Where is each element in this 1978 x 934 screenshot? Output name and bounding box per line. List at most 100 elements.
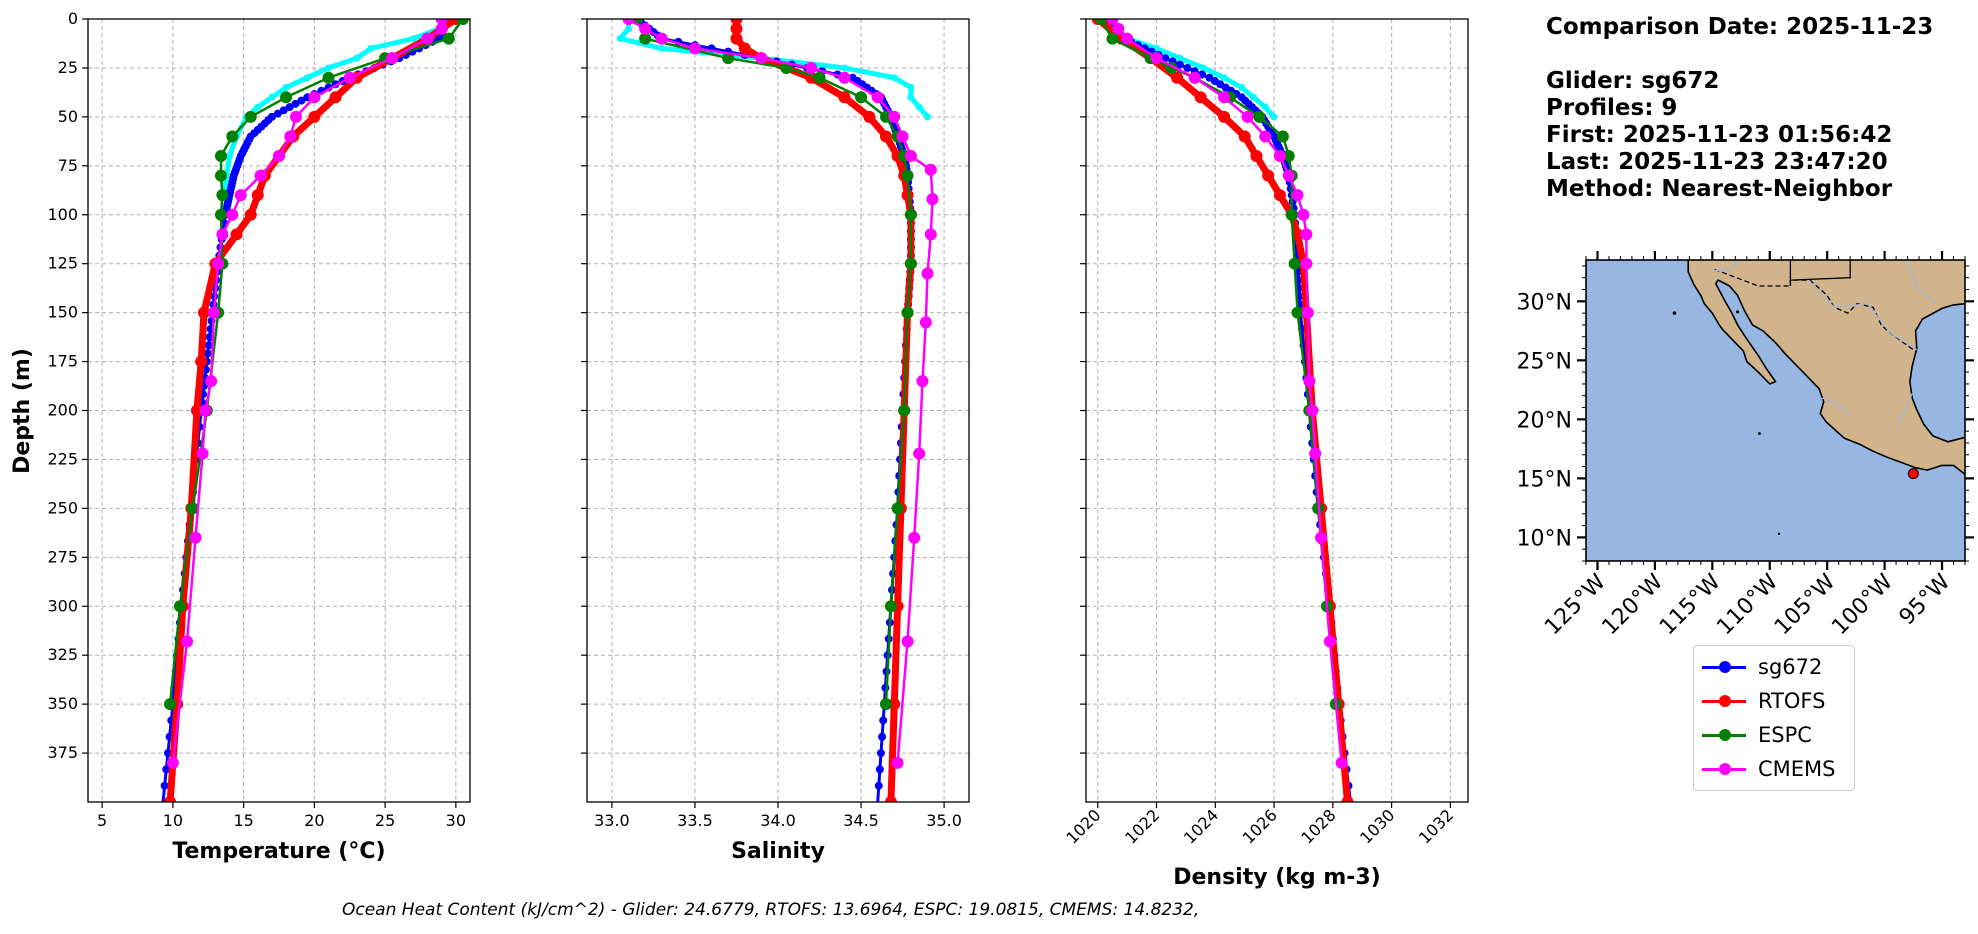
map-lon-label: 125°W [1540,569,1611,640]
espc-point [173,600,186,613]
cmems-point [226,208,239,221]
cmems-line [171,19,443,765]
individual-point [1238,84,1246,92]
island [1736,310,1740,314]
x-tick-label: 1026 [1239,805,1281,847]
x-tick-label: 34.0 [760,811,796,830]
y-tick-label: 375 [47,743,78,762]
x-tick-label: 1028 [1297,805,1339,847]
rtofs-point [1273,189,1286,202]
cmems-point [1241,110,1254,123]
espc-point [722,52,735,65]
rtofs-point [164,796,177,802]
cmems-point [901,635,914,648]
rtofs-point [730,22,743,35]
density-panel: 1020 1022 1024 1026 1028 1030 1032 Density (kg … [1062,18,1469,890]
x-tick-label: 25 [375,811,395,830]
espc-point [280,91,293,104]
cmems-point [1306,404,1319,417]
cmems-point [1259,130,1272,143]
rtofs-point [244,208,257,221]
y-tick-label: 125 [47,254,78,273]
sg672-point [291,99,300,108]
cmems-point [435,22,448,35]
cmems-point [871,91,884,104]
x-tick-label: 1032 [1415,805,1457,847]
glider-name: Glider: sg672 [1546,68,1720,94]
state-border [1790,260,1851,281]
cmems-point [896,130,909,143]
espc-point [1094,19,1107,25]
cmems-point [755,52,768,65]
y-tick-label: 150 [47,303,78,322]
temperature-panel: 5 10 15 20 25 3002550751001251501752002252502… [10,9,471,864]
cmems-point [1297,208,1310,221]
cmems-point [207,306,220,319]
river [1821,397,1851,414]
individual-point [1176,54,1184,62]
rtofs-point [1262,169,1275,182]
x-tick-label: 1024 [1180,805,1222,847]
espc-point [884,600,897,613]
cmems-point [199,404,212,417]
espc-point [1288,257,1301,270]
cmems-point [1218,91,1231,104]
cmems-point [926,193,939,206]
individual-point [303,74,311,82]
cmems-series [1106,19,1348,769]
cmems-point [1106,19,1119,25]
legend-label: sg672 [1758,655,1823,679]
x-tick-label: 35.0 [926,811,962,830]
map-frame [1585,259,1966,562]
cmems-point [284,130,297,143]
y-tick-label: 350 [47,694,78,713]
rtofs-point [195,355,208,368]
cmems-point [913,447,926,460]
y-tick-label: 250 [47,498,78,517]
info-spacer [1546,41,1933,68]
rtofs-point [738,42,751,55]
cmems-point [1315,531,1328,544]
individual-point [907,93,915,101]
land-mexico [1687,260,1965,476]
cmems-point [1273,150,1286,163]
legend-label: RTOFS [1758,689,1826,713]
rtofs-point [884,796,897,802]
cmems-point [166,756,179,769]
individual-point [1261,103,1269,111]
cmems-point [916,375,929,388]
cmems-point [343,71,356,84]
cmems-point [1300,257,1313,270]
cmems-point [921,267,934,280]
espc-point [639,32,652,45]
cmems-point [421,32,434,45]
rtofs-point [863,110,876,123]
cmems-point [838,71,851,84]
sg672-point [203,349,212,358]
espc-point [214,150,227,163]
y-tick-label: 100 [47,205,78,224]
espc-point [904,257,917,270]
individual-point [367,44,375,52]
individual-point [658,44,666,52]
x-tick-label: 15 [233,811,253,830]
cmems-point [189,531,202,544]
rtofs-point [1194,91,1207,104]
cmems-point [805,61,818,74]
cmems-point [234,189,247,202]
rtofs-point [1291,228,1304,241]
cmems-point [655,32,668,45]
espc-point [904,208,917,221]
y-tick-label: 25 [58,58,78,77]
individual-point [325,64,333,72]
ocean-heat-content: Ocean Heat Content (kJ/cm^2) - Glider: 2… [342,900,1200,920]
y-tick-label: 225 [47,449,78,468]
glider-position-marker [1907,468,1919,480]
cmems-point [181,635,194,648]
cmems-point [924,163,937,176]
cmems-point [273,150,285,163]
individual-point [1270,113,1278,121]
espc-point [322,71,335,84]
sg672-point [279,106,288,115]
espc-point [226,130,239,143]
